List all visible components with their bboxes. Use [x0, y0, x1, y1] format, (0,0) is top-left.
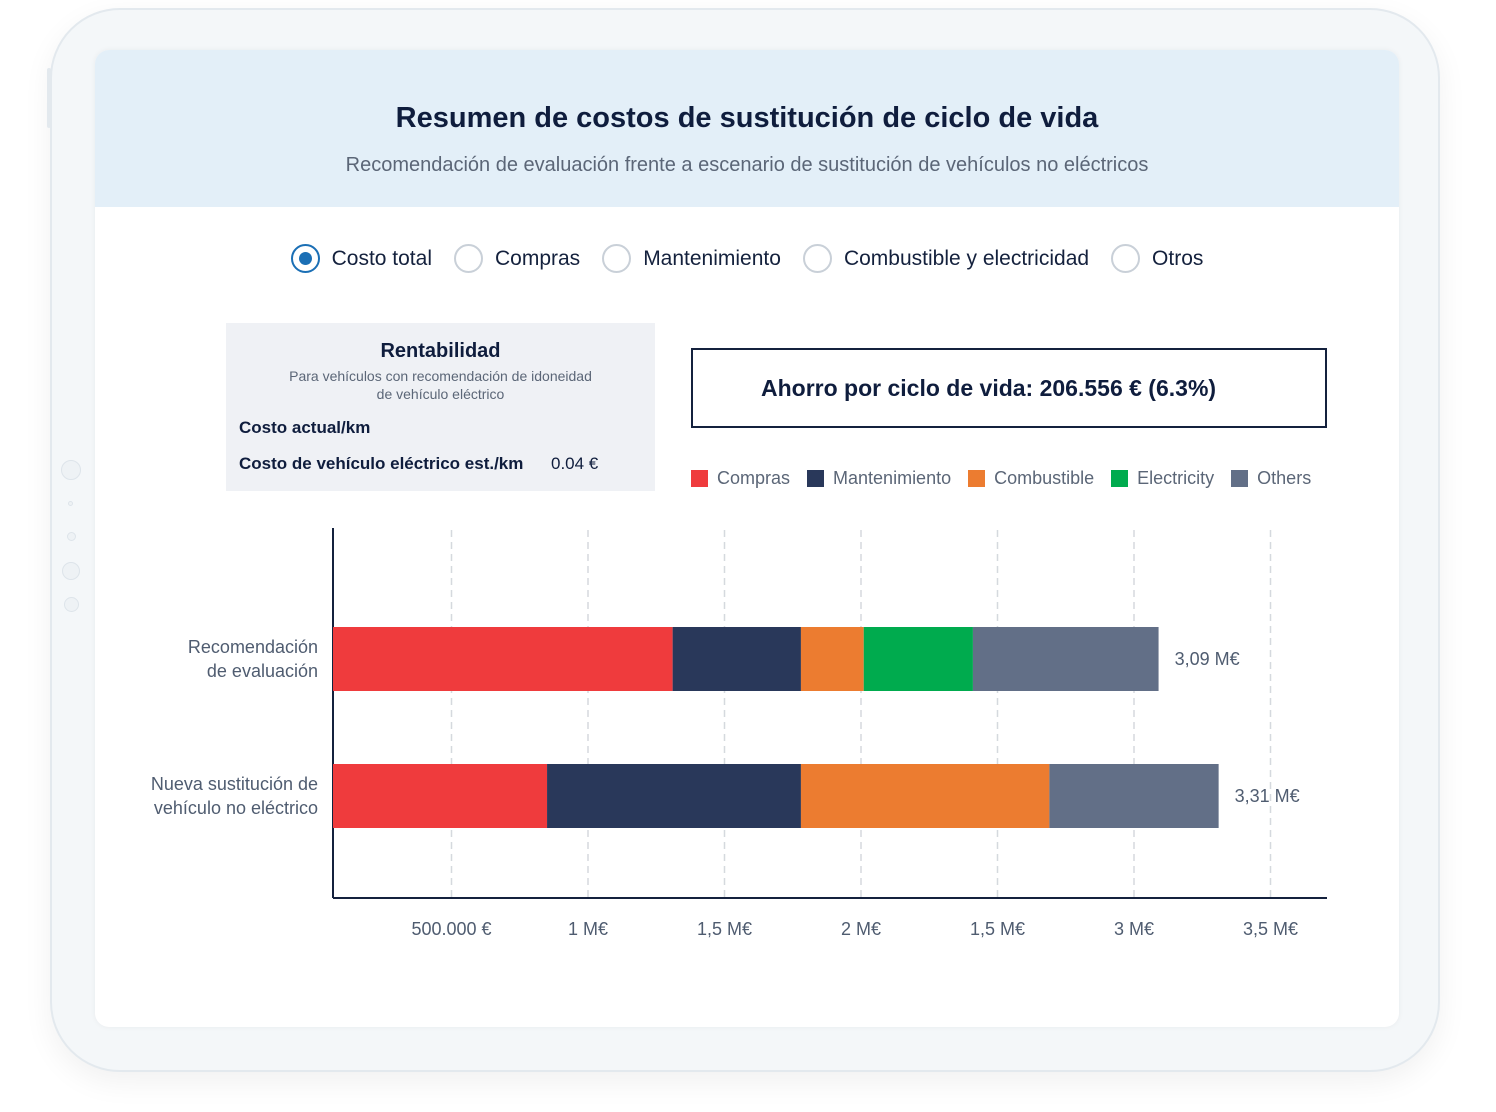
- page-title: Resumen de costos de sustitución de cicl…: [395, 102, 1099, 134]
- description-line: de vehículo eléctrico: [376, 386, 505, 402]
- chart-legend: Compras Mantenimiento Combustible Electrici…: [691, 468, 1311, 489]
- legend-item: Combustible: [968, 468, 1094, 489]
- legend-item: Others: [1231, 468, 1311, 489]
- bar-segment-combustible: [800, 764, 1050, 828]
- category-label: vehículo no eléctrico: [154, 798, 318, 818]
- legend-swatch: [968, 470, 986, 487]
- bar-segment-others: [972, 627, 1159, 691]
- tablet-sensor-dot: [64, 597, 79, 612]
- legend-swatch: [807, 470, 825, 487]
- bar-total-label: 3,09 M€: [1175, 649, 1240, 669]
- tablet-sensor-dot: [62, 562, 80, 580]
- header: Resumen de costos de sustitución de cicl…: [95, 50, 1399, 207]
- radio-combustible[interactable]: Combustible y electricidad: [802, 244, 1090, 273]
- x-tick-label: 1,5 M€: [697, 919, 752, 939]
- rentabilidad-description: Para vehículos con recomendación de idon…: [226, 367, 655, 403]
- screen: Resumen de costos de sustitución de cicl…: [95, 50, 1399, 1027]
- x-tick-label: 3 M€: [1114, 919, 1154, 939]
- radio-label: Costo total: [331, 246, 432, 270]
- legend-item: Compras: [691, 468, 790, 489]
- rentabilidad-panel: Rentabilidad Para vehículos con recomend…: [226, 323, 655, 491]
- radio-icon[interactable]: [802, 244, 832, 273]
- legend-swatch: [1111, 470, 1129, 487]
- cost-filter-group: Costo total Compras Mantenimiento Combus…: [95, 244, 1399, 273]
- legend-label: Electricity: [1137, 468, 1215, 488]
- costo-ev-label: Costo de vehículo eléctrico est./km: [239, 454, 524, 473]
- legend-label: Compras: [717, 468, 791, 488]
- tablet-sensor-dot: [68, 501, 73, 506]
- page-subtitle: Recomendación de evaluación frente a esc…: [345, 154, 1149, 176]
- legend-label: Combustible: [994, 468, 1095, 488]
- costo-actual-label: Costo actual/km: [239, 418, 371, 437]
- savings-box: Ahorro por ciclo de vida: 206.556 € (6.3…: [691, 348, 1327, 428]
- radio-icon[interactable]: [602, 244, 632, 273]
- radio-icon[interactable]: [453, 244, 483, 273]
- legend-label: Mantenimiento: [833, 468, 952, 488]
- bar-segment-mantenimiento: [672, 627, 801, 691]
- x-tick-label: 1,5 M€: [970, 919, 1025, 939]
- bar-segment-compras: [333, 764, 548, 828]
- radio-costo-total[interactable]: Costo total: [290, 244, 432, 273]
- radio-label: Mantenimiento: [643, 246, 781, 270]
- radio-label: Otros: [1152, 246, 1204, 270]
- bar-segment-electricity: [863, 627, 973, 691]
- bar-segment-combustible: [800, 627, 864, 691]
- legend-swatch: [1231, 470, 1249, 487]
- tablet-sensor-dot: [61, 460, 81, 480]
- rentabilidad-title: Rentabilidad: [380, 340, 501, 362]
- x-tick-label: 2 M€: [841, 919, 881, 939]
- x-tick-label: 3,5 M€: [1243, 919, 1298, 939]
- radio-otros[interactable]: Otros: [1111, 244, 1203, 273]
- bar-segment-mantenimiento: [547, 764, 801, 828]
- category-label: Recomendación: [188, 637, 318, 657]
- category-label: Nueva sustitución de: [151, 774, 318, 794]
- radio-label: Combustible y electricidad: [843, 246, 1090, 270]
- bar-segment-compras: [333, 627, 673, 691]
- radio-label: Compras: [494, 246, 581, 270]
- x-tick-label: 1 M€: [568, 919, 608, 939]
- description-line: Para vehículos con recomendación de idon…: [289, 368, 592, 384]
- x-tick-label: 500.000 €: [411, 919, 491, 939]
- legend-item: Electricity: [1111, 468, 1214, 489]
- tablet-side-button: [47, 68, 51, 128]
- radio-compras[interactable]: Compras: [453, 244, 581, 273]
- tablet-sensor-dot: [67, 532, 76, 541]
- bar-segment-others: [1049, 764, 1219, 828]
- legend-item: Mantenimiento: [807, 468, 951, 489]
- legend-label: Others: [1257, 468, 1312, 488]
- radio-icon[interactable]: [1111, 244, 1141, 273]
- legend-swatch: [691, 470, 708, 487]
- bar-total-label: 3,31 M€: [1235, 786, 1300, 806]
- costo-ev-value: 0.04 €: [551, 454, 599, 473]
- radio-selected-icon[interactable]: [290, 244, 320, 273]
- radio-mantenimiento[interactable]: Mantenimiento: [602, 244, 781, 273]
- category-label: de evaluación: [207, 661, 318, 681]
